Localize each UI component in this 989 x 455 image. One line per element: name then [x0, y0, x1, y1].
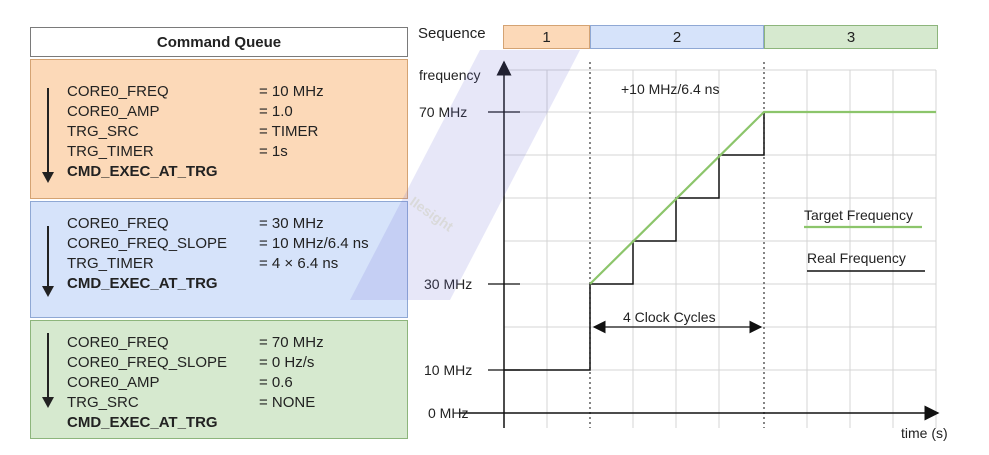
cmd-exec: CMD_EXEC_AT_TRG: [67, 275, 218, 292]
cmd-key: CORE0_FREQ_SLOPE: [67, 354, 228, 371]
sequence-step-3: 3: [764, 25, 938, 49]
cmd-key: TRG_TIMER: [67, 255, 154, 272]
real-frequency-line: [504, 111, 936, 371]
command-block-2: CORE0_FREQ = 30 MHz CORE0_FREQ_SLOPE = 1…: [30, 201, 408, 318]
cmd-key: CORE0_FREQ: [67, 215, 169, 232]
cmd-value: = TIMER: [259, 123, 319, 140]
sequence-label: Sequence: [418, 25, 486, 42]
sequence-step-1: 1: [503, 25, 590, 49]
cmd-exec: CMD_EXEC_AT_TRG: [67, 414, 218, 431]
down-arrow-icon: [41, 88, 55, 184]
cmd-value: = 70 MHz: [259, 334, 324, 351]
cmd-key: TRG_TIMER: [67, 143, 154, 160]
down-arrow-icon: [41, 226, 55, 298]
cmd-value: = 1.0: [259, 103, 293, 120]
cmd-key: CORE0_FREQ: [67, 334, 169, 351]
cmd-value: = 10 MHz/6.4 ns: [259, 235, 369, 252]
target-frequency-line: [589, 110, 936, 285]
cmd-value: = 30 MHz: [259, 215, 324, 232]
cmd-key: CORE0_AMP: [67, 374, 160, 391]
y-axis-label: frequency: [419, 67, 480, 83]
cmd-value: = 10 MHz: [259, 83, 324, 100]
cmd-value: = 1s: [259, 143, 288, 160]
cmd-exec: CMD_EXEC_AT_TRG: [67, 163, 218, 180]
cmd-key: CORE0_FREQ: [67, 83, 169, 100]
command-block-3: CORE0_FREQ = 70 MHz CORE0_FREQ_SLOPE = 0…: [30, 320, 408, 439]
slope-annotation: +10 MHz/6.4 ns: [621, 81, 719, 97]
sequence-step-2: 2: [590, 25, 764, 49]
command-block-1: CORE0_FREQ = 10 MHz CORE0_AMP = 1.0 TRG_…: [30, 59, 408, 199]
cycles-annotation: 4 Clock Cycles: [623, 309, 716, 325]
x-axis-label: time (s): [901, 425, 948, 441]
cmd-value: = NONE: [259, 394, 316, 411]
down-arrow-icon: [41, 333, 55, 409]
y-tick-label: 30 MHz: [424, 276, 472, 292]
legend-real-label: Real Frequency: [807, 250, 906, 266]
y-tick-label: 0 MHz: [428, 405, 468, 421]
cmd-key: CORE0_AMP: [67, 103, 160, 120]
cmd-key: TRG_SRC: [67, 394, 139, 411]
chart-grid: [503, 69, 937, 428]
command-queue-title: Command Queue: [30, 27, 408, 57]
y-tick-label: 10 MHz: [424, 362, 472, 378]
legend-target-label: Target Frequency: [804, 207, 913, 223]
cmd-value: = 4 × 6.4 ns: [259, 255, 339, 272]
cmd-key: CORE0_FREQ_SLOPE: [67, 235, 228, 252]
cmd-value: = 0 Hz/s: [259, 354, 315, 371]
cmd-value: = 0.6: [259, 374, 293, 391]
y-tick-label: 70 MHz: [419, 104, 467, 120]
cmd-key: TRG_SRC: [67, 123, 139, 140]
